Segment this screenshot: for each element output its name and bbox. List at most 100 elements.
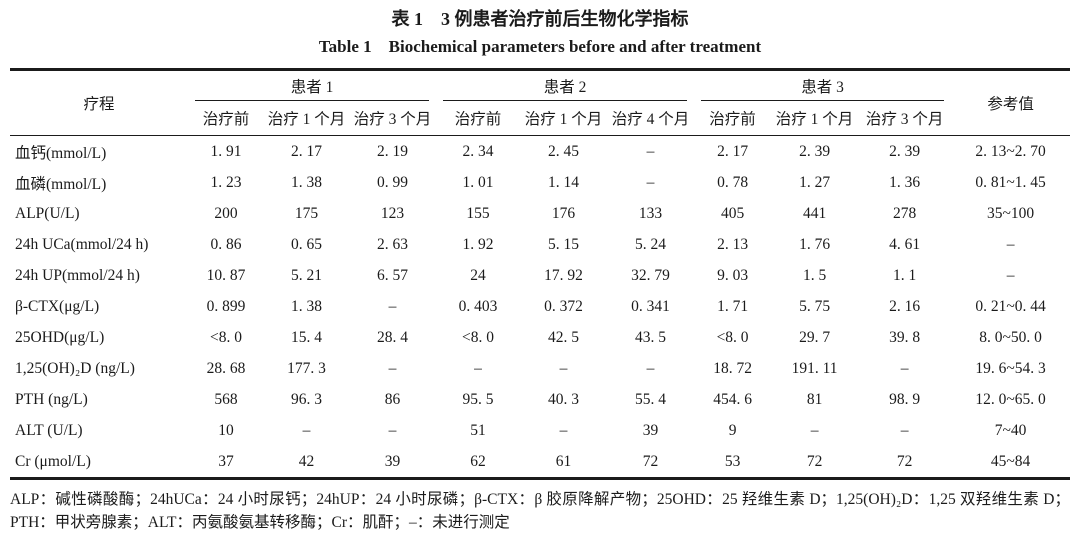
reference-cell: 0. 81~1. 45: [975, 173, 1046, 191]
table-row: 25OHD(μg/L) <8. 0 15. 4 28. 4 <8. 0 42. 5 43. …: [10, 322, 1070, 353]
reference-cell: 35~100: [987, 204, 1035, 222]
header-p3-month3: 治疗 3 个月: [865, 111, 944, 128]
value-cell: 2. 45: [548, 142, 580, 160]
table-body: 血钙(mmol/L) 1. 91 2. 17 2. 19 2. 34 2. 45 – 2. 1…: [10, 136, 1070, 479]
reference-cell: 19. 6~54. 3: [975, 359, 1046, 377]
reference-cell: 8. 0~50. 0: [979, 328, 1042, 346]
value-cell: 37: [218, 452, 234, 470]
value-cell: 1. 92: [462, 235, 494, 253]
value-cell: 0. 78: [717, 173, 749, 191]
value-cell: 72: [642, 452, 659, 470]
table-row: ALP(U/L) 200 175 123 155 176 133 405 441 278 35~10…: [10, 198, 1070, 229]
value-cell: 1. 38: [291, 297, 322, 315]
value-cell: 17. 92: [544, 266, 583, 284]
table-row: Cr (μmol/L) 37 42 39 62 61 72 53 72 72 45~84: [10, 446, 1070, 479]
value-cell: 0. 899: [206, 297, 246, 315]
header-p3-pre: 治疗前: [709, 111, 756, 128]
value-cell: 95. 5: [462, 390, 494, 408]
value-cell: 39: [384, 452, 401, 470]
value-cell: 5. 21: [291, 266, 322, 284]
value-cell: –: [810, 421, 819, 439]
header-course: 疗程: [83, 96, 115, 113]
value-cell: 1. 01: [462, 173, 494, 191]
value-cell: 72: [806, 452, 823, 470]
value-cell: 0. 99: [377, 173, 409, 191]
table-row: PTH (ng/L) 568 96. 3 86 95. 5 40. 3 55. 4 454. …: [10, 384, 1070, 415]
value-cell: –: [559, 359, 568, 377]
value-cell: 39. 8: [889, 328, 921, 346]
value-cell: 39: [642, 421, 659, 439]
value-cell: 155: [466, 204, 490, 222]
value-cell: 2. 16: [889, 297, 921, 315]
value-cell: 568: [214, 390, 238, 408]
value-cell: 53: [724, 452, 741, 470]
value-cell: –: [646, 359, 655, 377]
row-label: PTH (ng/L): [15, 390, 88, 408]
value-cell: 1. 1: [892, 266, 917, 284]
header-p3-month1: 治疗 1 个月: [775, 111, 854, 128]
value-cell: –: [646, 173, 655, 191]
biochem-table: 疗程 患者 1 患者 2 患者 3 参考值 治疗前 治疗 1 个月 治疗 3 个…: [10, 68, 1071, 480]
value-cell: 1. 38: [291, 173, 322, 191]
value-cell: 2. 19: [377, 142, 409, 160]
header-patient-3: 患者 3: [694, 70, 951, 102]
header-patient-2: 患者 2: [436, 70, 694, 102]
value-cell: 6. 57: [377, 266, 409, 284]
row-label: ALP(U/L): [15, 204, 80, 222]
table-header: 疗程 患者 1 患者 2 患者 3 参考值 治疗前 治疗 1 个月 治疗 3 个…: [10, 70, 1071, 136]
reference-cell: –: [1006, 235, 1015, 253]
table-row: β-CTX(μg/L) 0. 899 1. 38 – 0. 403 0. 372 0. 34…: [10, 291, 1070, 322]
row-label: 24h UCa(mmol/24 h): [15, 235, 149, 253]
value-cell: 1. 36: [889, 173, 921, 191]
value-cell: 5. 15: [548, 235, 580, 253]
value-cell: 133: [638, 204, 663, 222]
value-cell: –: [388, 297, 397, 315]
header-p2-month4: 治疗 4 个月: [611, 111, 690, 128]
value-cell: 0. 372: [544, 297, 583, 315]
value-cell: 278: [892, 204, 917, 222]
value-cell: 1. 5: [802, 266, 827, 284]
value-cell: 86: [384, 390, 401, 408]
value-cell: –: [388, 421, 397, 439]
reference-cell: –: [1006, 266, 1015, 284]
value-cell: 9. 03: [717, 266, 749, 284]
table-row: ALT (U/L) 10 – – 51 – 39 9 – – 7~40: [10, 415, 1070, 446]
value-cell: 61: [555, 452, 572, 470]
value-cell: 32. 79: [631, 266, 670, 284]
value-cell: –: [388, 359, 397, 377]
value-cell: 98. 9: [889, 390, 921, 408]
row-label: 1,25(OH)₂D (ng/L): [15, 359, 135, 377]
value-cell: 0. 341: [631, 297, 670, 315]
reference-cell: 7~40: [994, 421, 1027, 439]
table-title-english: Table 1 Biochemical parameters before an…: [318, 37, 762, 56]
value-cell: 176: [551, 204, 576, 222]
value-cell: 40. 3: [548, 390, 580, 408]
value-cell: 51: [470, 421, 486, 439]
value-cell: –: [559, 421, 568, 439]
value-cell: 2. 39: [799, 142, 831, 160]
value-cell: 1. 27: [799, 173, 831, 191]
value-cell: 1. 71: [717, 297, 749, 315]
header-patient-1: 患者 1: [188, 70, 436, 102]
value-cell: 191. 11: [791, 359, 838, 377]
value-cell: 96. 3: [291, 390, 322, 408]
value-cell: <8. 0: [716, 328, 749, 346]
reference-cell: 2. 13~2. 70: [975, 142, 1046, 160]
value-cell: 72: [896, 452, 913, 470]
value-cell: 4. 61: [889, 235, 921, 253]
value-cell: 2. 17: [291, 142, 322, 160]
value-cell: 10: [218, 421, 234, 439]
value-cell: <8. 0: [210, 328, 242, 346]
value-cell: 29. 7: [799, 328, 831, 346]
value-cell: 1. 23: [210, 173, 242, 191]
value-cell: –: [900, 359, 909, 377]
row-label: 血磷(mmol/L): [15, 175, 107, 193]
header-p1-pre: 治疗前: [202, 111, 250, 128]
row-label: 24h UP(mmol/24 h): [15, 266, 140, 284]
value-cell: 43. 5: [635, 328, 667, 346]
header-subrow: 治疗前 治疗 1 个月 治疗 3 个月 治疗前 治疗 1 个月 治疗 4 个月 …: [10, 101, 1070, 136]
value-cell: 2. 17: [717, 142, 749, 160]
value-cell: 5. 75: [799, 297, 831, 315]
value-cell: <8. 0: [462, 328, 495, 346]
